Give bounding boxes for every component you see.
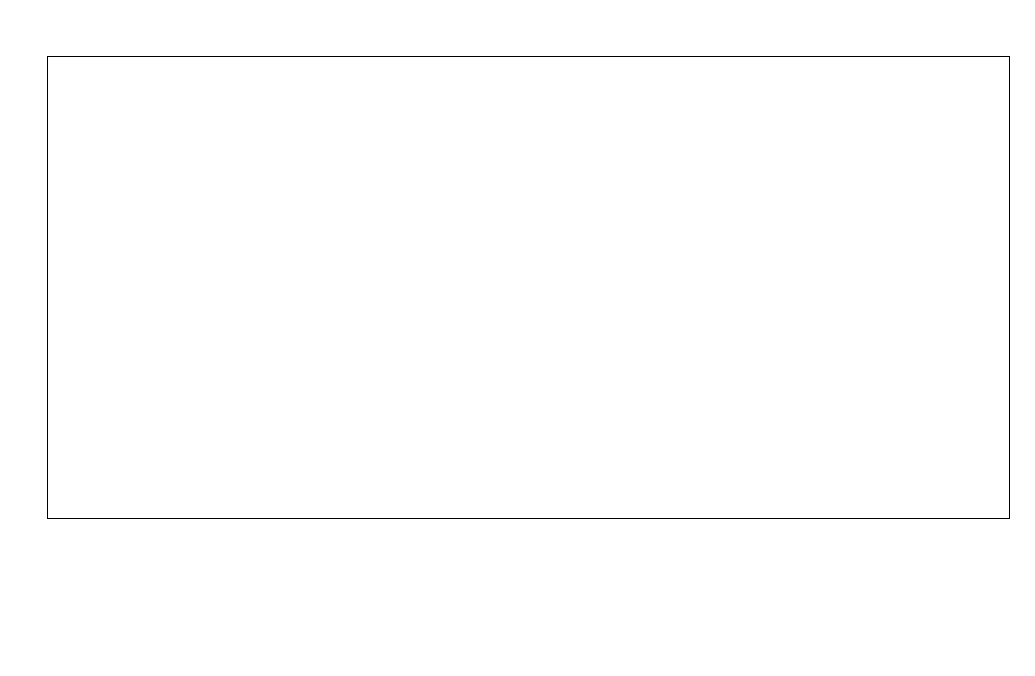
world-map-canvas (48, 57, 1009, 518)
map-plot (47, 56, 1010, 519)
colorbar-bar (185, 562, 485, 676)
colorbar (185, 562, 832, 582)
colorbar-ticks (185, 586, 832, 601)
